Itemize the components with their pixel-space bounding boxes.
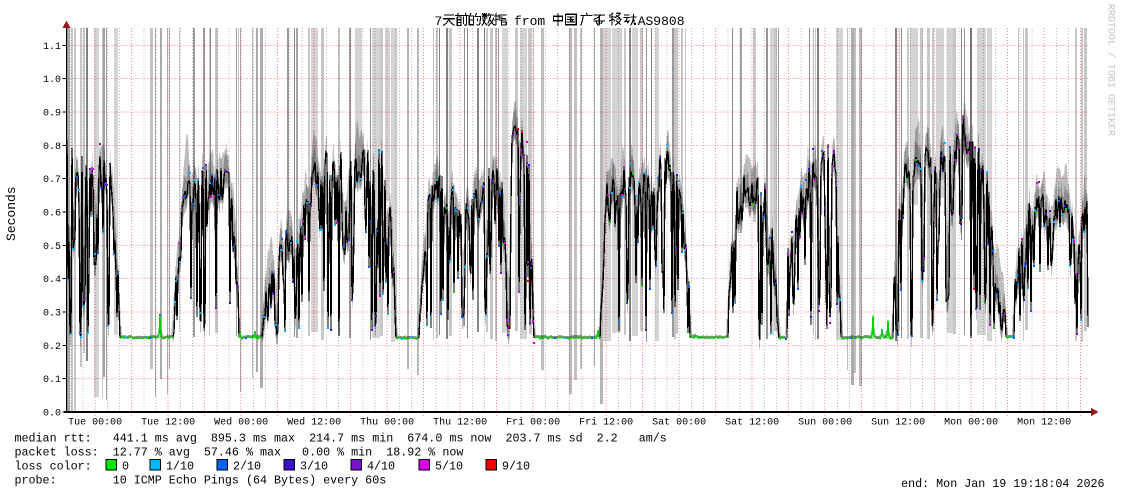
svg-text:Wed 12:00: Wed 12:00 bbox=[287, 417, 341, 429]
svg-text:0.1: 0.1 bbox=[43, 375, 61, 386]
svg-text:Mon 12:00: Mon 12:00 bbox=[1017, 418, 1071, 429]
svg-text:4/10: 4/10 bbox=[367, 460, 395, 474]
svg-text:0.3: 0.3 bbox=[43, 309, 61, 320]
svg-text:0.2: 0.2 bbox=[43, 342, 61, 353]
svg-text:loss color:: loss color: bbox=[15, 460, 92, 474]
svg-text:packet loss: 12.77 % avg 57.: packet loss: 12.77 % avg 57.46 % max 0.0… bbox=[15, 446, 464, 460]
svg-text:Sun 00:00: Sun 00:00 bbox=[798, 418, 852, 429]
svg-text:Sun 12:00: Sun 12:00 bbox=[871, 418, 925, 429]
svg-text:Thu 00:00: Thu 00:00 bbox=[360, 417, 414, 429]
svg-text:0.7: 0.7 bbox=[43, 175, 61, 186]
svg-text:Thu 12:00: Thu 12:00 bbox=[433, 417, 487, 429]
svg-text:Sat 12:00: Sat 12:00 bbox=[725, 418, 779, 429]
svg-text:Fri 12:00: Fri 12:00 bbox=[579, 417, 633, 429]
svg-text:7: 7 bbox=[435, 14, 443, 29]
svg-text:3/10: 3/10 bbox=[300, 460, 328, 474]
svg-text:Sat 00:00: Sat 00:00 bbox=[652, 418, 706, 429]
svg-text:Fri 00:00: Fri 00:00 bbox=[506, 417, 560, 429]
svg-text:5/10: 5/10 bbox=[435, 460, 463, 474]
svg-text:Mon 00:00: Mon 00:00 bbox=[944, 418, 998, 429]
svg-text:0.0: 0.0 bbox=[43, 409, 61, 420]
svg-text:0.6: 0.6 bbox=[43, 209, 61, 220]
svg-text:0.5: 0.5 bbox=[43, 242, 61, 253]
svg-text:0.8: 0.8 bbox=[43, 142, 61, 153]
svg-text:9/10: 9/10 bbox=[502, 460, 530, 474]
svg-text:from: from bbox=[514, 14, 545, 29]
svg-text:Tue 00:00: Tue 00:00 bbox=[68, 418, 122, 429]
svg-text:Wed 00:00: Wed 00:00 bbox=[214, 417, 268, 429]
svg-text:2/10: 2/10 bbox=[233, 460, 261, 474]
svg-text:0: 0 bbox=[122, 460, 129, 474]
svg-text:Tue 12:00: Tue 12:00 bbox=[141, 418, 195, 429]
svg-text:RRDTOOL / TOBI OETIKER: RRDTOOL / TOBI OETIKER bbox=[1105, 4, 1117, 136]
svg-text:0.9: 0.9 bbox=[43, 109, 61, 120]
svg-text:1.1: 1.1 bbox=[43, 42, 61, 53]
svg-text:end: Mon Jan 19 19:18:04 2026: end: Mon Jan 19 19:18:04 2026 bbox=[901, 477, 1104, 491]
svg-text:1.0: 1.0 bbox=[43, 75, 61, 86]
svg-text:1/10: 1/10 bbox=[166, 460, 194, 474]
svg-text:Seconds: Seconds bbox=[4, 186, 19, 241]
svg-text:probe: 10 ICMP Echo Pin: probe: 10 ICMP Echo Pings (64 Bytes) eve… bbox=[15, 474, 387, 488]
svg-text:0.4: 0.4 bbox=[43, 275, 61, 286]
svg-text:median rtt: 441.1 ms avg 89: median rtt: 441.1 ms avg 895.3 ms max 21… bbox=[15, 432, 667, 446]
svg-text:AS9808: AS9808 bbox=[638, 14, 685, 29]
